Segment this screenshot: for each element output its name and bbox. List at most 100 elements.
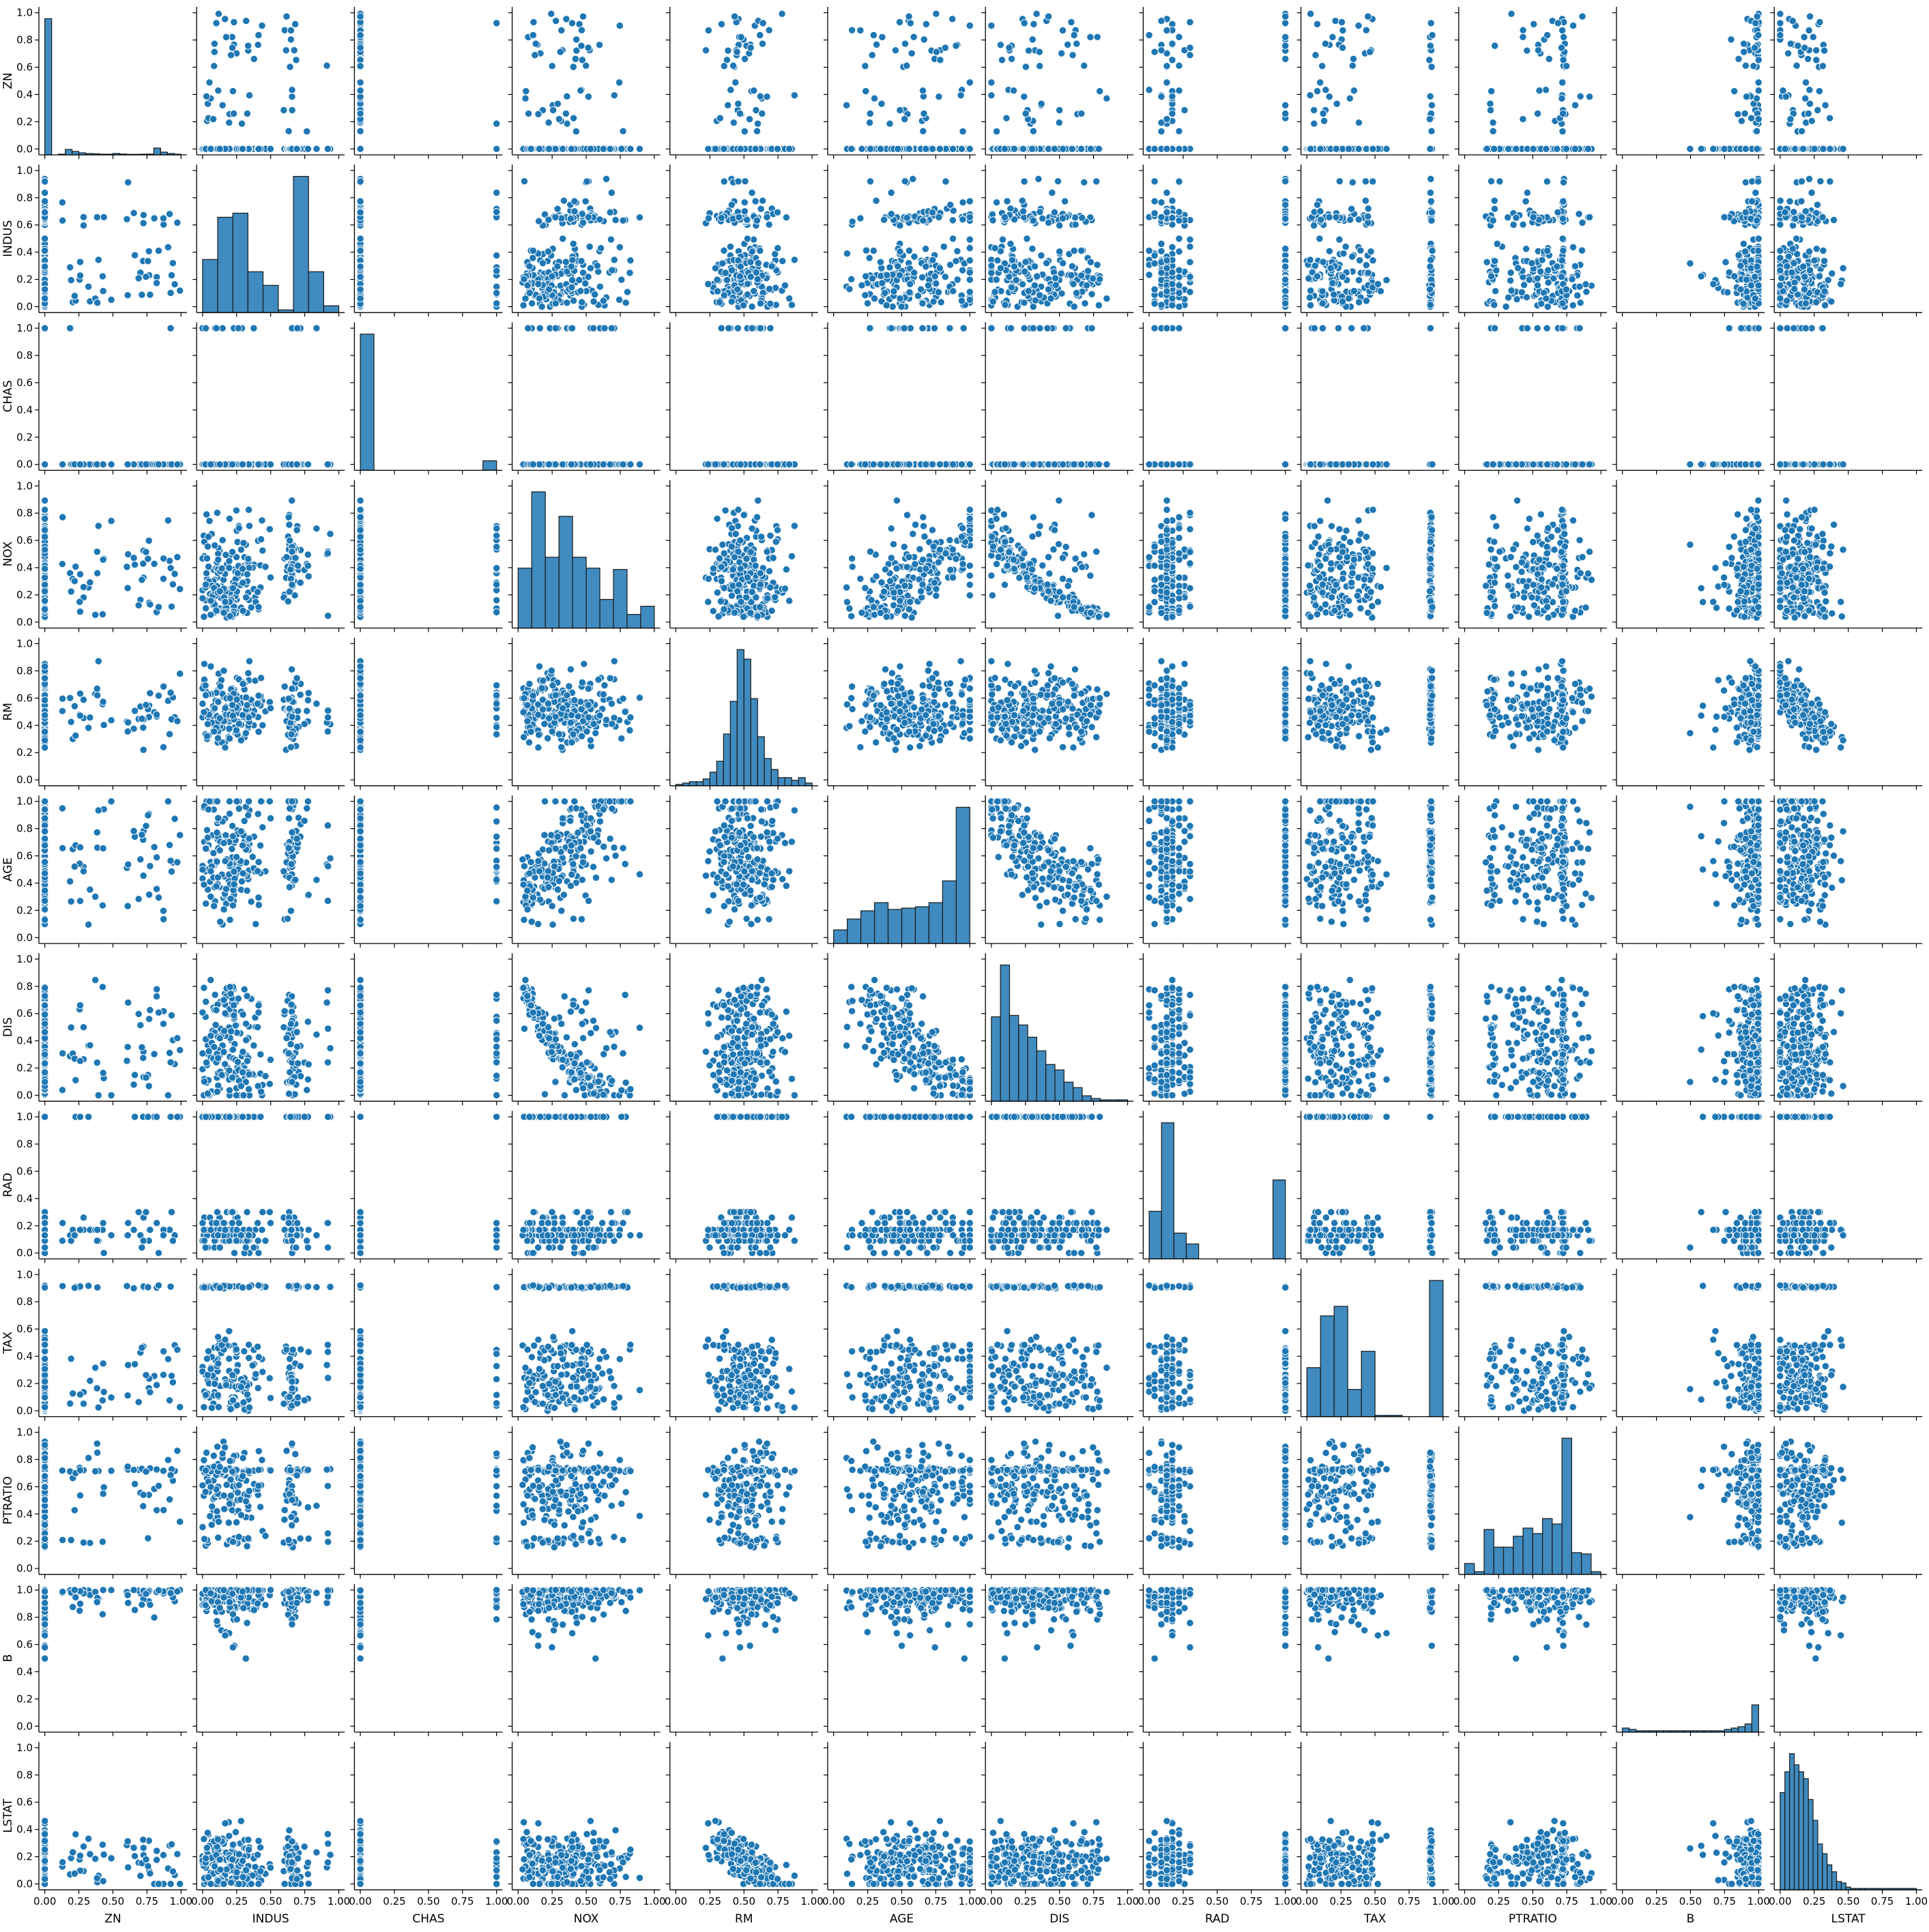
data-point xyxy=(207,145,214,152)
y-tick-label: 0.2 xyxy=(16,115,33,128)
data-point xyxy=(255,42,261,48)
data-point xyxy=(725,102,731,108)
data-point xyxy=(757,93,764,100)
data-point xyxy=(705,27,712,33)
data-point xyxy=(304,145,311,152)
data-point xyxy=(741,55,748,62)
data-point xyxy=(759,110,766,117)
histogram-bar-zn xyxy=(154,148,160,155)
data-point xyxy=(206,79,213,86)
data-point xyxy=(570,63,577,70)
data-point xyxy=(564,93,570,100)
data-point xyxy=(283,13,290,20)
data-point xyxy=(229,87,236,94)
data-point xyxy=(292,20,299,27)
data-point xyxy=(702,47,709,54)
data-point xyxy=(721,145,727,152)
data-point xyxy=(545,145,552,152)
data-point xyxy=(243,17,250,24)
data-point xyxy=(323,62,330,69)
data-point xyxy=(759,20,766,27)
data-point xyxy=(209,115,216,122)
panel-zn-vs-chas xyxy=(350,7,502,159)
data-point xyxy=(568,145,575,152)
data-point xyxy=(577,87,584,94)
panel-zn-vs-nox xyxy=(508,7,661,159)
data-point xyxy=(548,10,555,17)
histogram-bar-zn xyxy=(66,149,72,155)
data-point xyxy=(357,13,364,20)
data-point xyxy=(555,115,562,122)
data-point xyxy=(920,36,927,43)
data-point xyxy=(734,48,740,55)
data-point xyxy=(746,115,753,122)
data-point xyxy=(620,128,626,134)
data-point xyxy=(211,40,218,47)
data-point xyxy=(280,106,287,113)
data-point xyxy=(255,145,262,152)
histogram-bar-zn xyxy=(72,151,79,155)
data-point xyxy=(545,119,552,126)
data-point xyxy=(753,128,760,134)
data-point xyxy=(908,50,915,57)
data-point xyxy=(596,42,603,48)
data-point xyxy=(636,145,643,152)
data-point xyxy=(587,145,594,152)
data-point xyxy=(313,145,320,152)
data-point xyxy=(357,44,364,51)
data-point xyxy=(211,63,218,70)
data-point xyxy=(231,18,237,25)
data-point xyxy=(725,47,731,54)
data-point xyxy=(886,120,893,127)
data-point xyxy=(611,92,618,99)
data-point xyxy=(493,120,500,127)
data-point xyxy=(287,63,293,70)
data-point xyxy=(215,87,222,94)
data-point xyxy=(557,48,564,55)
data-point xyxy=(282,47,289,54)
data-point xyxy=(585,44,592,51)
data-point xyxy=(747,44,754,51)
data-point xyxy=(239,145,246,152)
data-point xyxy=(600,145,607,152)
data-point xyxy=(570,115,577,121)
data-point xyxy=(791,92,798,99)
data-point xyxy=(525,110,532,117)
data-point xyxy=(712,145,719,152)
data-point xyxy=(530,31,536,38)
data-point xyxy=(553,17,560,24)
data-point xyxy=(216,145,223,152)
y-tick-label: 0.6 xyxy=(16,61,33,74)
data-point xyxy=(607,145,613,152)
data-point xyxy=(532,52,538,59)
data-point xyxy=(966,22,973,29)
data-point xyxy=(716,115,723,121)
data-point xyxy=(267,145,274,152)
data-point xyxy=(729,62,736,69)
data-point xyxy=(554,100,561,107)
data-point xyxy=(285,128,292,134)
data-point xyxy=(357,87,364,94)
data-point xyxy=(530,18,537,25)
data-point xyxy=(259,22,265,29)
data-point xyxy=(705,145,712,152)
data-point xyxy=(226,119,233,126)
data-point xyxy=(735,100,742,107)
data-point xyxy=(766,27,772,33)
data-point xyxy=(227,52,234,59)
data-point xyxy=(552,145,559,152)
y-tick-label: 0.8 xyxy=(16,34,33,46)
data-point xyxy=(211,48,218,55)
data-point xyxy=(764,93,770,100)
data-point xyxy=(572,128,579,134)
data-point xyxy=(779,10,785,17)
data-point xyxy=(759,40,766,47)
data-point xyxy=(562,110,569,117)
data-point xyxy=(786,145,793,152)
data-point xyxy=(573,36,580,43)
data-point xyxy=(215,10,222,17)
data-point xyxy=(357,31,364,38)
data-point xyxy=(324,145,331,152)
data-point xyxy=(732,79,739,86)
